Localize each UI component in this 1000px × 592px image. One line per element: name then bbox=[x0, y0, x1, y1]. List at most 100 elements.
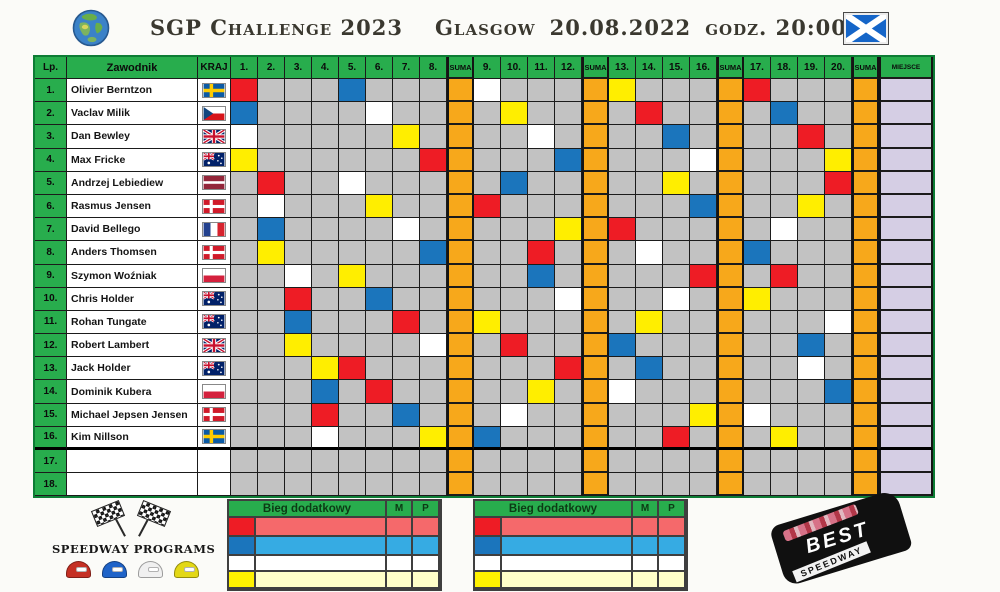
heat-cell bbox=[231, 125, 258, 149]
col-header-heat-12: 12. bbox=[555, 57, 582, 79]
heat-cell bbox=[690, 218, 717, 242]
helmet-visor bbox=[147, 567, 159, 572]
heat-cell bbox=[798, 357, 825, 381]
rider-name: Andrzej Lebiediew bbox=[67, 171, 198, 195]
rider-name: Chris Holder bbox=[67, 287, 198, 311]
heat-cell bbox=[609, 357, 636, 381]
heat-cell bbox=[825, 426, 852, 450]
col-header-heat-20: 20. bbox=[825, 57, 852, 79]
heat-cell bbox=[609, 450, 636, 474]
heat-cell bbox=[420, 194, 447, 219]
suma-cell bbox=[717, 171, 744, 195]
suma-cell bbox=[717, 79, 744, 103]
extra-heat-p-cell bbox=[413, 556, 440, 572]
heat-cell bbox=[798, 102, 825, 126]
suma-cell bbox=[717, 148, 744, 172]
heat-cell bbox=[501, 310, 528, 335]
heat-cell bbox=[528, 357, 555, 381]
suma-cell bbox=[447, 264, 474, 288]
lp-cell: 16. bbox=[35, 426, 67, 450]
place-cell bbox=[879, 148, 933, 172]
col-header-heat-14: 14. bbox=[636, 57, 663, 79]
heat-cell bbox=[528, 102, 555, 126]
heat-cell bbox=[744, 426, 771, 450]
col-header-heat-18: 18. bbox=[771, 57, 798, 79]
heat-cell bbox=[501, 380, 528, 404]
heat-cell bbox=[663, 148, 690, 172]
heat-cell bbox=[501, 79, 528, 103]
heat-cell bbox=[555, 334, 582, 358]
heat-cell bbox=[663, 264, 690, 288]
suma-cell bbox=[852, 79, 879, 103]
heat-cell bbox=[285, 102, 312, 126]
suma-cell bbox=[852, 450, 879, 474]
heat-cell bbox=[555, 79, 582, 103]
suma-cell bbox=[852, 426, 879, 450]
suma-cell bbox=[582, 287, 609, 311]
heat-cell bbox=[366, 194, 393, 219]
heat-cell bbox=[690, 125, 717, 149]
suma-cell bbox=[582, 171, 609, 195]
suma-cell bbox=[852, 403, 879, 427]
heat-cell bbox=[771, 148, 798, 172]
heat-cell bbox=[258, 241, 285, 265]
rider-name: Rasmus Jensen bbox=[67, 194, 198, 219]
extra-heat-swatch-red bbox=[475, 518, 502, 537]
heat-cell bbox=[636, 79, 663, 103]
place-cell bbox=[879, 357, 933, 381]
lp-cell: 1. bbox=[35, 79, 67, 103]
heat-cell bbox=[798, 426, 825, 450]
heat-cell bbox=[285, 310, 312, 335]
flag-icon-cz bbox=[198, 102, 231, 126]
heat-cell bbox=[771, 125, 798, 149]
heat-cell bbox=[744, 218, 771, 242]
rider-name: David Bellego bbox=[67, 218, 198, 242]
heat-cell bbox=[528, 171, 555, 195]
heat-cell bbox=[474, 171, 501, 195]
heat-cell bbox=[285, 79, 312, 103]
suma-cell bbox=[852, 473, 879, 497]
heat-cell bbox=[258, 473, 285, 497]
heat-cell bbox=[420, 264, 447, 288]
heat-cell bbox=[744, 148, 771, 172]
heat-cell bbox=[528, 194, 555, 219]
heat-cell bbox=[636, 241, 663, 265]
extra-heat-band-blue bbox=[256, 537, 387, 556]
heat-cell bbox=[771, 171, 798, 195]
heat-cell bbox=[555, 380, 582, 404]
heat-cell bbox=[420, 403, 447, 427]
heat-cell bbox=[366, 310, 393, 335]
heat-cell bbox=[690, 357, 717, 381]
extra-heat-p-cell bbox=[659, 518, 686, 537]
heat-cell bbox=[690, 79, 717, 103]
helmet-icons-row bbox=[52, 561, 212, 578]
heat-cell bbox=[366, 218, 393, 242]
heat-cell bbox=[609, 287, 636, 311]
heat-cell bbox=[366, 380, 393, 404]
heat-cell bbox=[663, 310, 690, 335]
heat-cell bbox=[798, 241, 825, 265]
heat-cell bbox=[825, 79, 852, 103]
heat-cell bbox=[636, 334, 663, 358]
heat-cell bbox=[798, 473, 825, 497]
heat-cell bbox=[501, 194, 528, 219]
heat-cell bbox=[366, 426, 393, 450]
heat-cell bbox=[312, 450, 339, 474]
heat-cell bbox=[771, 264, 798, 288]
lp-cell: 17. bbox=[35, 450, 67, 474]
heat-cell bbox=[690, 473, 717, 497]
heat-cell bbox=[420, 287, 447, 311]
suma-cell bbox=[717, 357, 744, 381]
event-date: 20.08.2022 bbox=[549, 15, 692, 40]
heat-cell bbox=[771, 380, 798, 404]
heat-cell bbox=[231, 473, 258, 497]
heat-cell bbox=[285, 287, 312, 311]
suma-cell bbox=[852, 287, 879, 311]
extra-heat-band-red bbox=[256, 518, 387, 537]
heat-cell bbox=[636, 426, 663, 450]
heat-cell bbox=[231, 426, 258, 450]
flag-icon-dk bbox=[198, 194, 231, 219]
suma-cell bbox=[852, 380, 879, 404]
heat-cell bbox=[798, 310, 825, 335]
heat-cell bbox=[285, 171, 312, 195]
